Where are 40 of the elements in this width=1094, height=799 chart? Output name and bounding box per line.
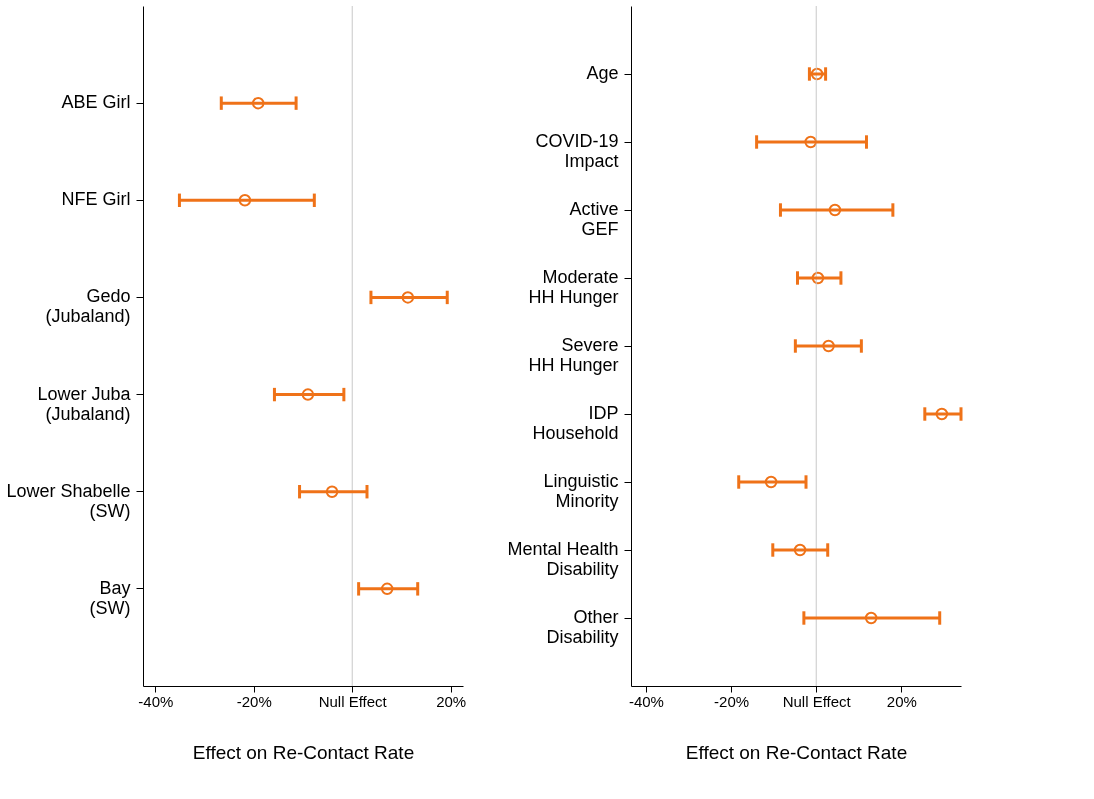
- point: [822, 339, 835, 353]
- point: [810, 67, 824, 81]
- x-tick-label: -20%: [236, 692, 272, 710]
- point: [793, 543, 807, 557]
- point: [401, 291, 415, 304]
- y-tick-label: Gedo (Jubaland): [45, 286, 131, 327]
- y-tick-label: COVID-19 Impact: [535, 131, 619, 171]
- y-tick-label: Age: [586, 63, 619, 83]
- x-tick-label: -40%: [628, 692, 664, 710]
- y-tick-label: Linguistic Minority: [543, 471, 619, 511]
- x-axis-title: Effect on Re-Contact Rate: [192, 741, 415, 763]
- point: [811, 271, 825, 285]
- y-tick-label: Lower Shabelle (SW): [6, 480, 131, 521]
- y-tick-label: Moderate HH Hunger: [528, 267, 619, 307]
- x-tick-label: Null Effect: [318, 692, 388, 710]
- x-axis-title: Effect on Re-Contact Rate: [685, 741, 908, 763]
- point: [238, 194, 252, 207]
- point: [864, 611, 878, 625]
- y-tick-label: NFE Girl: [61, 189, 131, 210]
- point: [764, 475, 778, 489]
- x-tick-label: 20%: [886, 692, 917, 710]
- x-tick-label: Null Effect: [782, 692, 852, 710]
- x-tick-label: -40%: [138, 692, 174, 710]
- x-tick-label: -20%: [714, 692, 750, 710]
- point: [935, 407, 949, 421]
- y-tick-label: Severe HH Hunger: [528, 335, 619, 375]
- point: [251, 96, 265, 110]
- y-tick-label: Other Disability: [546, 607, 619, 647]
- x-tick-label: 20%: [436, 692, 467, 710]
- point: [380, 582, 394, 596]
- y-tick-label: IDP Household: [532, 403, 619, 443]
- y-tick-label: Active GEF: [569, 199, 619, 239]
- point: [828, 203, 842, 217]
- y-tick-label: ABE Girl: [61, 92, 131, 113]
- point: [804, 135, 817, 149]
- point: [301, 388, 315, 401]
- y-tick-label: Lower Juba (Jubaland): [37, 383, 132, 424]
- point: [325, 485, 339, 498]
- y-tick-label: Mental Health Disability: [507, 539, 619, 579]
- y-tick-label: Bay (SW): [89, 577, 131, 618]
